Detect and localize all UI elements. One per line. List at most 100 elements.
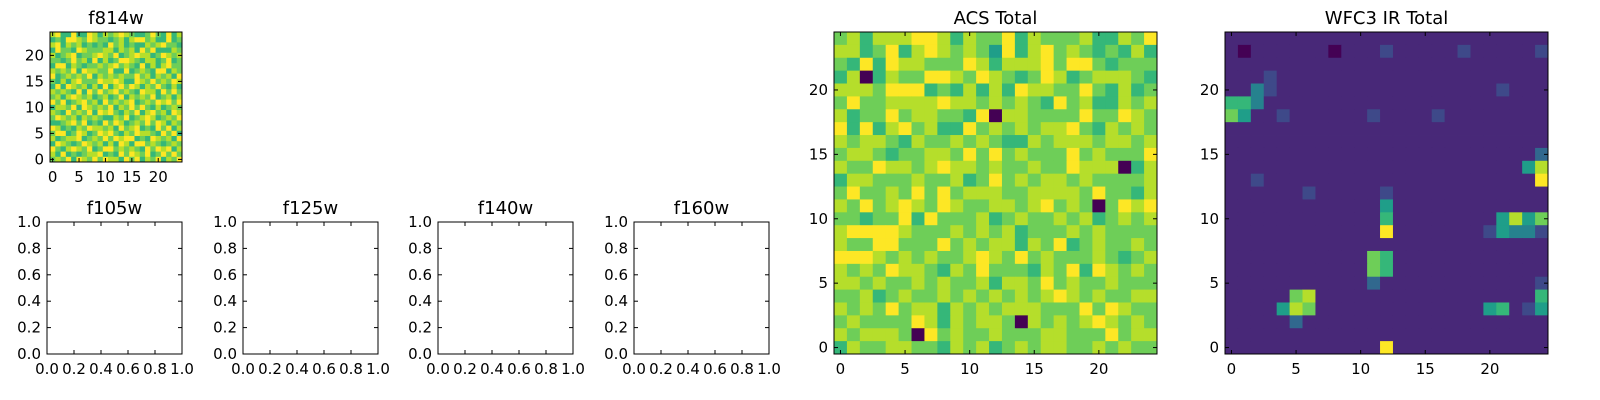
heatmap-cell — [65, 37, 72, 43]
heatmap-cell — [65, 32, 72, 38]
heatmap-cell — [1302, 32, 1316, 46]
heatmap-cell — [989, 173, 1003, 187]
heatmap-cell — [1380, 199, 1394, 213]
heatmap-cell — [160, 110, 167, 116]
heatmap-cell — [129, 63, 135, 69]
heatmap-cell — [1053, 83, 1067, 97]
heatmap-cell — [937, 225, 951, 239]
heatmap-cell — [113, 156, 120, 163]
heatmap-cell — [92, 151, 98, 158]
heatmap-cell — [60, 136, 67, 142]
x-tick-label: 0.8 — [730, 360, 754, 378]
heatmap-cell — [166, 115, 172, 121]
heatmap-cell — [1470, 328, 1484, 342]
heatmap-cell — [86, 120, 93, 126]
heatmap-cell — [1535, 32, 1549, 46]
panel-title: WFC3 IR Total — [1325, 8, 1448, 29]
heatmap-cell — [1250, 289, 1265, 303]
heatmap-cell — [924, 160, 938, 175]
heatmap-cell — [1289, 32, 1303, 46]
heatmap-cell — [60, 32, 67, 38]
heatmap-cell — [1118, 302, 1132, 316]
x-tick-label: 1.0 — [366, 360, 390, 378]
heatmap-cell — [1092, 135, 1106, 149]
heatmap-cell — [155, 99, 162, 106]
heatmap-cell — [139, 104, 146, 111]
heatmap-cell — [1131, 122, 1145, 136]
heatmap-cell — [1431, 135, 1446, 149]
heatmap-cell — [1405, 289, 1420, 303]
heatmap-cell — [1144, 44, 1158, 59]
heatmap-cell — [129, 42, 135, 48]
heatmap-cell — [160, 47, 167, 54]
heatmap-cell — [1509, 57, 1523, 72]
heatmap-cell — [1483, 186, 1497, 200]
heatmap-cell — [92, 146, 98, 152]
heatmap-cell — [963, 186, 977, 200]
heatmap-cell — [1237, 147, 1252, 162]
heatmap-cell — [911, 57, 925, 72]
heatmap-cell — [1040, 70, 1055, 84]
heatmap-cell — [71, 136, 77, 142]
heatmap-cell — [1105, 44, 1119, 59]
heatmap-cell — [92, 99, 98, 106]
heatmap-cell — [176, 115, 183, 121]
heatmap-cell — [1237, 135, 1252, 149]
heatmap-cell — [1131, 32, 1145, 46]
heatmap-cell — [166, 104, 172, 111]
heatmap-cell — [1014, 173, 1029, 187]
heatmap-cell — [71, 68, 77, 74]
heatmap-cell — [1341, 250, 1355, 265]
heatmap-cell — [1405, 186, 1420, 200]
heatmap-cell — [1040, 32, 1055, 46]
heatmap-cell — [1418, 289, 1433, 303]
heatmap-cell — [989, 83, 1003, 97]
heatmap-cell — [1040, 83, 1055, 97]
heatmap-cell — [911, 315, 925, 329]
heatmap-cell — [1405, 96, 1420, 110]
heatmap-cell — [97, 156, 104, 163]
heatmap-cell — [160, 89, 167, 95]
heatmap-cell — [76, 151, 83, 158]
heatmap-cell — [1457, 212, 1471, 226]
heatmap-cell — [885, 276, 899, 290]
heatmap-cell — [102, 68, 109, 74]
heatmap-cell — [1302, 96, 1316, 110]
heatmap-cell — [1315, 70, 1329, 84]
heatmap-cell — [145, 84, 151, 90]
heatmap-cell — [160, 32, 167, 38]
heatmap-cell — [1302, 212, 1316, 226]
heatmap-cell — [859, 147, 874, 162]
heatmap-cell — [166, 63, 172, 69]
heatmap-cell — [1328, 225, 1342, 239]
heatmap-cell — [1392, 250, 1407, 265]
x-tick-label: 0 — [48, 168, 58, 186]
heatmap-cell — [963, 135, 977, 149]
heatmap-cell — [71, 94, 77, 100]
heatmap-cell — [1289, 276, 1303, 290]
heatmap-cell — [1509, 70, 1523, 84]
heatmap-cell — [1263, 238, 1278, 252]
heatmap-cell — [1483, 225, 1497, 239]
heatmap-cell — [1263, 147, 1278, 162]
heatmap-cell — [1027, 109, 1042, 123]
heatmap-cell — [1289, 96, 1303, 110]
heatmap-cell — [1092, 263, 1106, 278]
heatmap-cell — [1289, 109, 1303, 123]
heatmap-cell — [1444, 135, 1458, 149]
heatmap-cell — [1522, 122, 1536, 136]
heatmap-cell — [1457, 57, 1471, 72]
heatmap-cell — [1315, 109, 1329, 123]
heatmap-cell — [1354, 173, 1368, 187]
heatmap-cell — [1444, 212, 1458, 226]
heatmap-cell — [963, 57, 977, 72]
heatmap-cell — [872, 315, 887, 329]
heatmap-cell — [1418, 147, 1433, 162]
heatmap-cell — [160, 156, 167, 163]
heatmap-cell — [1118, 186, 1132, 200]
heatmap-cell — [113, 136, 120, 142]
heatmap-cell — [166, 42, 172, 48]
heatmap-cell — [1001, 315, 1016, 329]
heatmap-cell — [55, 110, 61, 116]
heatmap-cell — [1483, 250, 1497, 265]
